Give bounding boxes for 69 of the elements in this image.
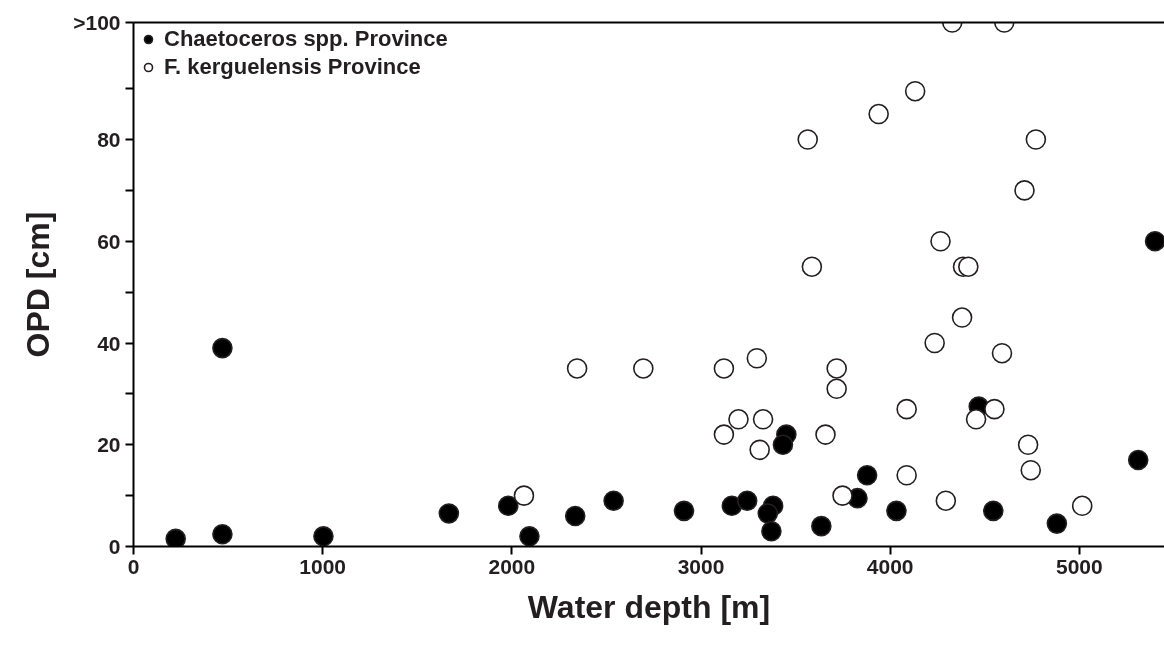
- point: [935, 490, 957, 511]
- point: [728, 409, 749, 430]
- point: [749, 439, 770, 461]
- point: [1017, 434, 1039, 456]
- point: [801, 256, 823, 277]
- point: [811, 515, 832, 537]
- point: [673, 500, 695, 522]
- point: [603, 490, 624, 511]
- point: [497, 495, 519, 517]
- point: [772, 434, 794, 456]
- point: [1025, 129, 1047, 150]
- point: [1046, 513, 1068, 534]
- point: [165, 528, 186, 547]
- point: [212, 524, 233, 545]
- point: [904, 80, 926, 102]
- point: [1014, 180, 1035, 201]
- point: [991, 342, 1013, 364]
- point: [826, 378, 847, 400]
- point: [633, 358, 654, 379]
- y-tick-label: 20: [97, 433, 121, 457]
- point: [713, 358, 735, 379]
- point: [212, 337, 233, 359]
- point: [757, 503, 779, 524]
- x-axis-title: Water depth [m]: [527, 588, 771, 625]
- x-tick-label: 1000: [299, 554, 347, 578]
- x-tick-label: 2000: [488, 554, 536, 578]
- point: [1144, 230, 1164, 252]
- point: [519, 526, 540, 547]
- x-tick-label: 3000: [677, 554, 725, 578]
- point: [868, 103, 889, 125]
- point: [896, 398, 917, 420]
- y-tick-label: 60: [97, 229, 121, 253]
- point: [713, 424, 735, 445]
- legend-label: Chaetoceros spp. Province: [164, 26, 448, 52]
- x-tick-label: 4000: [866, 554, 914, 578]
- point: [797, 129, 819, 150]
- y-tick-label: 80: [97, 128, 121, 152]
- point: [438, 503, 460, 524]
- point: [930, 230, 951, 252]
- point: [984, 398, 1005, 420]
- point: [826, 358, 847, 379]
- legend-label: F. kerguelensis Province: [164, 54, 421, 80]
- point: [958, 256, 979, 277]
- point: [856, 465, 878, 486]
- point: [752, 409, 774, 430]
- point: [746, 347, 768, 369]
- point: [832, 485, 853, 506]
- point: [815, 424, 836, 445]
- x-tick-label: 0: [127, 554, 140, 578]
- point: [896, 465, 917, 486]
- point: [983, 500, 1004, 522]
- point: [951, 307, 973, 328]
- y-axis-title: OPD [cm]: [20, 211, 57, 358]
- point: [886, 500, 907, 522]
- y-tick-label: 40: [97, 331, 121, 355]
- point: [1127, 449, 1149, 471]
- point: [564, 505, 586, 527]
- x-tick-label: 5000: [1056, 554, 1103, 578]
- y-tick-label: 0: [108, 535, 121, 558]
- point: [736, 490, 758, 511]
- y-tick-label: >100: [73, 11, 121, 34]
- point: [513, 485, 535, 506]
- point: [566, 358, 588, 379]
- point: [761, 520, 782, 542]
- point: [965, 409, 987, 430]
- point: [924, 332, 945, 354]
- point: [313, 526, 334, 547]
- point: [1071, 495, 1093, 517]
- point: [1020, 459, 1042, 481]
